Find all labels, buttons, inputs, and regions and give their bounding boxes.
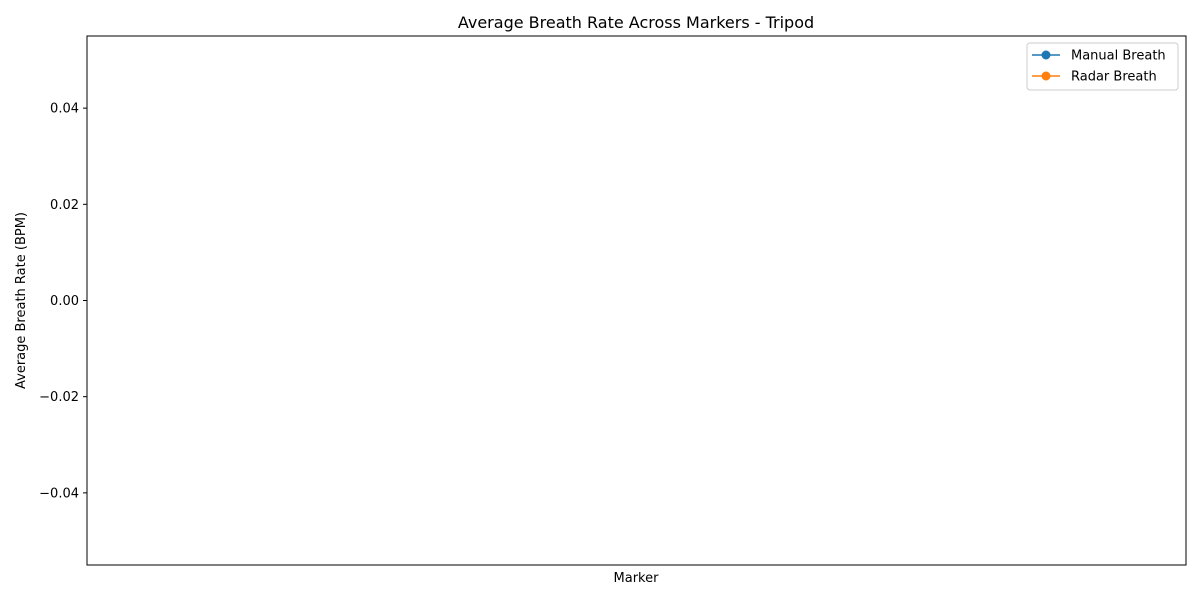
- y-axis-label: Average Breath Rate (BPM): [14, 212, 29, 389]
- legend-box: [1026, 42, 1179, 91]
- legend-label-manual-breath: Manual Breath: [1071, 49, 1166, 64]
- x-axis-label: Marker: [614, 571, 660, 586]
- y-tick-label: −0.04: [39, 486, 79, 501]
- legend-marker-manual-breath: [1041, 50, 1051, 60]
- legend-marker-radar-breath: [1041, 71, 1051, 81]
- legend: Manual Breath Radar Breath: [1026, 42, 1179, 91]
- y-axis-ticks: −0.04 −0.02 0.00 0.02 0.04: [39, 102, 87, 501]
- legend-entry-radar-breath: Radar Breath: [1032, 70, 1157, 85]
- y-tick-label: 0.00: [50, 294, 79, 309]
- legend-label-radar-breath: Radar Breath: [1071, 70, 1157, 85]
- y-tick-label: 0.04: [50, 102, 79, 117]
- legend-entry-manual-breath: Manual Breath: [1032, 49, 1166, 64]
- plot-area: −0.04 −0.02 0.00 0.02 0.04: [39, 35, 1187, 566]
- chart-title: Average Breath Rate Across Markers - Tri…: [458, 13, 814, 32]
- y-tick-label: 0.02: [50, 198, 79, 213]
- y-tick-label: −0.02: [39, 390, 79, 405]
